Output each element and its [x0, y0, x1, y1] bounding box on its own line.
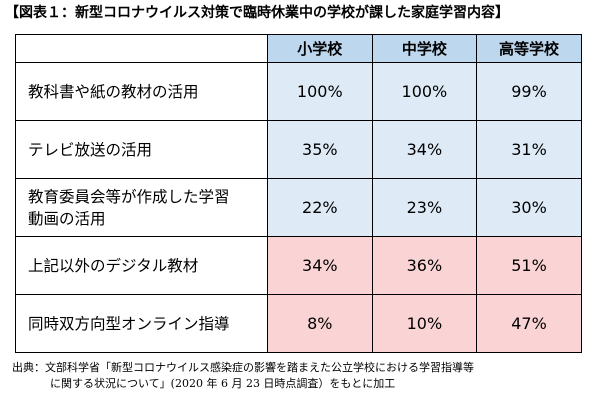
- figure-title: 【図表１：新型コロナウイルス対策で臨時休業中の学校が課した家庭学習内容】: [5, 5, 509, 21]
- source-note: 出典：文部科学省「新型コロナウイルス感染症の影響を踏まえた公立学校における学習指…: [12, 360, 592, 392]
- row-label: 教科書や紙の教材の活用: [15, 62, 268, 121]
- value-elementary: 100%: [267, 62, 373, 121]
- row-label: 教育委員会等が作成した学習 動画の活用: [15, 178, 268, 237]
- row-label: 同時双方向型オンライン指導: [15, 294, 268, 353]
- header-corner-cell: [15, 34, 268, 63]
- row-label-line1: 教育委員会等が作成した学習: [28, 187, 230, 206]
- value-elementary: 8%: [267, 294, 373, 353]
- value-high-school: 31%: [476, 120, 582, 179]
- value-high-school: 51%: [476, 236, 582, 295]
- table-row: 教科書や紙の教材の活用 100% 100% 99%: [15, 62, 582, 121]
- learning-content-table: 小学校 中学校 高等学校 教科書や紙の教材の活用 100% 100% 99% テ…: [15, 34, 582, 353]
- value-elementary: 35%: [267, 120, 373, 179]
- value-high-school: 99%: [476, 62, 582, 121]
- row-label: テレビ放送の活用: [15, 120, 268, 179]
- source-line1: 出典：文部科学省「新型コロナウイルス感染症の影響を踏まえた公立学校における学習指…: [12, 361, 474, 374]
- source-line2: に関する状況について」(2020 年 6 月 23 日時点調査）をもとに加工: [50, 377, 396, 390]
- table-row: テレビ放送の活用 35% 34% 31%: [15, 120, 582, 179]
- value-junior-high: 23%: [371, 178, 478, 237]
- value-junior-high: 34%: [371, 120, 478, 179]
- row-label-line2: 動画の活用: [28, 209, 106, 228]
- value-elementary: 22%: [267, 178, 373, 237]
- table-row: 上記以外のデジタル教材 34% 36% 51%: [15, 236, 582, 295]
- value-junior-high: 36%: [371, 236, 478, 295]
- table-row: 同時双方向型オンライン指導 8% 10% 47%: [15, 294, 582, 353]
- value-junior-high: 10%: [371, 294, 478, 353]
- value-high-school: 30%: [476, 178, 582, 237]
- table-row: 教育委員会等が作成した学習 動画の活用 22% 23% 30%: [15, 178, 582, 237]
- header-elementary: 小学校: [267, 34, 373, 63]
- row-label: 上記以外のデジタル教材: [15, 236, 268, 295]
- value-high-school: 47%: [476, 294, 582, 353]
- header-junior-high: 中学校: [371, 34, 478, 63]
- header-high-school: 高等学校: [476, 34, 582, 63]
- value-elementary: 34%: [267, 236, 373, 295]
- header-row: 小学校 中学校 高等学校: [15, 34, 582, 63]
- value-junior-high: 100%: [371, 62, 478, 121]
